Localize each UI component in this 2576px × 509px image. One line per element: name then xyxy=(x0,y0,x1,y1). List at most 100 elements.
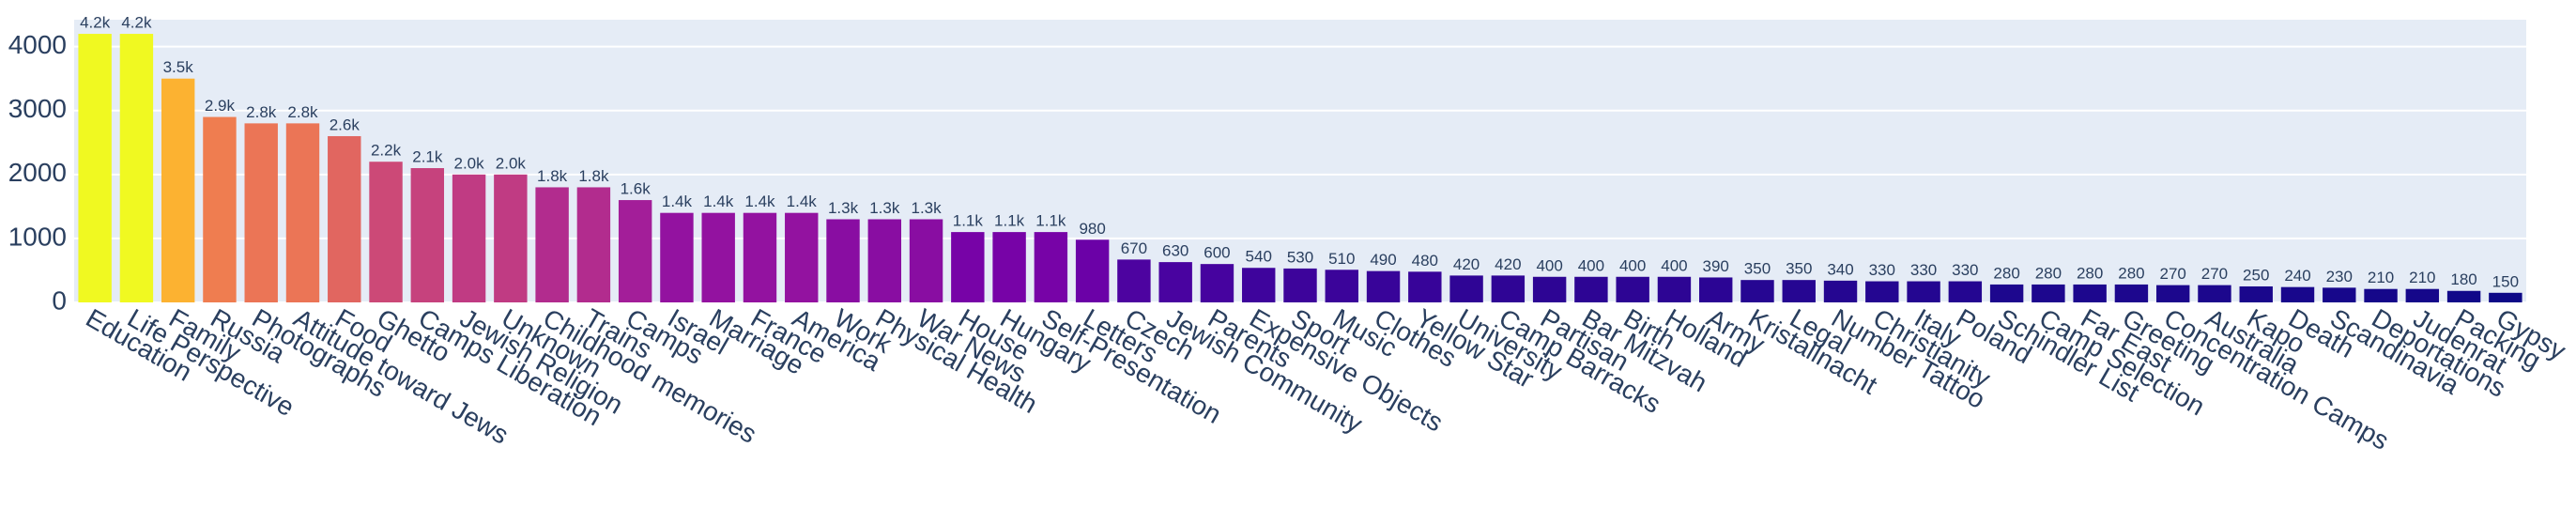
y-tick-label: 4000 xyxy=(8,30,67,59)
value-label: 280 xyxy=(2077,264,2103,282)
bar xyxy=(1200,264,1234,302)
bar xyxy=(1699,277,1733,302)
bar xyxy=(2198,285,2231,302)
value-label: 400 xyxy=(1661,256,1687,274)
bar xyxy=(1325,270,1358,302)
value-label: 670 xyxy=(1121,239,1147,257)
bar xyxy=(785,212,819,302)
value-label: 210 xyxy=(2368,269,2394,286)
bar xyxy=(2155,285,2190,302)
value-label: 420 xyxy=(1453,255,1480,273)
value-label: 1.6k xyxy=(621,180,652,198)
bar xyxy=(2446,290,2481,302)
value-label: 530 xyxy=(1287,248,1313,266)
bar xyxy=(1242,268,1276,302)
value-label: 1.4k xyxy=(787,193,818,210)
value-label: 420 xyxy=(1495,255,1521,273)
value-label: 1.4k xyxy=(744,193,775,210)
bar xyxy=(951,232,985,302)
value-label: 280 xyxy=(2035,264,2062,282)
bar xyxy=(1616,276,1649,302)
bar xyxy=(535,187,569,302)
value-label: 540 xyxy=(1246,248,1272,266)
bar xyxy=(2364,288,2398,302)
bar xyxy=(1657,276,1692,302)
bar xyxy=(1782,280,1816,302)
bar xyxy=(1366,270,1401,302)
value-label: 1.1k xyxy=(953,212,984,230)
bar xyxy=(2114,284,2149,302)
value-label: 510 xyxy=(1328,250,1355,268)
bar xyxy=(244,123,278,302)
bar xyxy=(1449,275,1483,302)
value-label: 390 xyxy=(1703,257,1729,275)
bar xyxy=(909,219,943,302)
bar xyxy=(2032,284,2065,302)
value-label: 2.1k xyxy=(412,148,443,166)
value-label: 2.0k xyxy=(496,154,527,172)
value-label: 630 xyxy=(1162,242,1188,260)
bar xyxy=(2323,287,2356,302)
value-label: 3.5k xyxy=(163,58,194,76)
bar xyxy=(1865,281,1899,302)
value-label: 210 xyxy=(2409,269,2435,286)
value-label: 1.4k xyxy=(662,193,693,210)
value-label: 600 xyxy=(1204,244,1230,262)
value-label: 330 xyxy=(1952,261,1978,279)
value-label: 180 xyxy=(2450,270,2476,288)
bar xyxy=(369,162,403,302)
value-label: 330 xyxy=(1869,261,1895,279)
bar xyxy=(1823,280,1858,302)
bar xyxy=(203,116,237,302)
bar xyxy=(494,174,528,302)
value-label: 270 xyxy=(2201,265,2228,283)
value-label: 350 xyxy=(1786,260,1812,278)
bar xyxy=(2073,284,2107,302)
bar xyxy=(119,34,154,302)
value-label: 330 xyxy=(1910,261,1937,279)
value-label: 150 xyxy=(2492,272,2519,290)
bar xyxy=(1408,271,1442,302)
value-label: 2.6k xyxy=(330,116,360,133)
value-label: 980 xyxy=(1079,220,1105,238)
bar xyxy=(410,168,445,302)
bar xyxy=(1158,262,1192,302)
bar xyxy=(1034,232,1068,302)
value-label: 400 xyxy=(1578,256,1604,274)
value-label: 2.0k xyxy=(454,154,485,172)
value-label: 400 xyxy=(1536,256,1562,274)
bar xyxy=(1907,281,1940,302)
bar xyxy=(78,34,112,302)
value-label: 340 xyxy=(1827,260,1853,278)
y-tick-label: 3000 xyxy=(8,94,67,123)
bar xyxy=(2405,288,2440,302)
bar xyxy=(1532,276,1567,302)
y-tick-label: 0 xyxy=(52,285,67,315)
value-label: 480 xyxy=(1412,252,1438,270)
bar xyxy=(743,212,777,302)
bar xyxy=(826,219,860,302)
value-label: 280 xyxy=(2118,264,2144,282)
value-label: 4.2k xyxy=(121,14,152,32)
bar xyxy=(2489,292,2522,302)
value-label: 1.3k xyxy=(828,199,859,217)
value-label: 350 xyxy=(1744,260,1771,278)
y-tick-label: 1000 xyxy=(8,222,67,251)
bar xyxy=(576,187,611,302)
bar xyxy=(618,200,652,302)
value-label: 1.3k xyxy=(869,199,900,217)
value-label: 490 xyxy=(1370,251,1396,269)
value-label: 1.1k xyxy=(994,212,1025,230)
bar xyxy=(1948,281,1983,302)
value-label: 230 xyxy=(2326,268,2353,285)
bar xyxy=(1989,284,2024,302)
bar xyxy=(1491,275,1526,302)
bar xyxy=(2280,286,2315,302)
value-label: 2.2k xyxy=(371,142,402,160)
value-label: 2.8k xyxy=(287,103,318,121)
value-label: 1.8k xyxy=(578,167,609,185)
value-label: 240 xyxy=(2284,267,2310,285)
bar xyxy=(2239,285,2273,302)
bar xyxy=(867,219,901,302)
